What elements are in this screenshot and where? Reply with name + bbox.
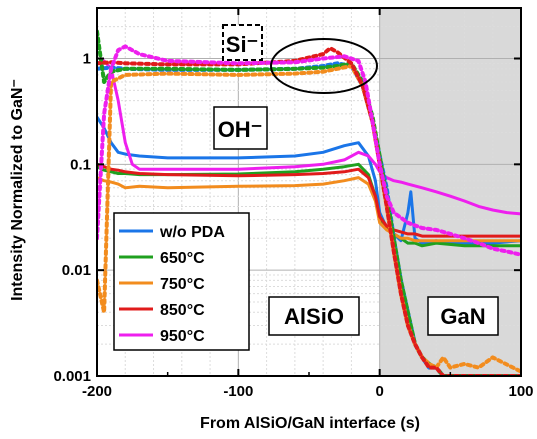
series-line-oh-850-c bbox=[97, 162, 521, 238]
alsio-label-box bbox=[268, 296, 360, 336]
legend-label-850c: 850°C bbox=[160, 302, 205, 319]
si-label: Si⁻ bbox=[226, 32, 258, 57]
y-axis-title: Intensity Normalized to GaN⁻ bbox=[9, 79, 26, 301]
legend: w/o PDA 650°C 750°C 850°C 950°C bbox=[113, 212, 250, 351]
y-tick-label: 0.001 bbox=[53, 368, 91, 385]
y-tick-label: 1 bbox=[83, 50, 91, 67]
series-group bbox=[97, 29, 521, 376]
axis-ticks: -200 -100 0 100 0.001 0.01 0.1 1 bbox=[53, 8, 534, 400]
x-tick-label: 0 bbox=[375, 383, 383, 400]
x-axis-title: From AlSiO/GaN interface (s) bbox=[200, 415, 420, 432]
gan-label-box bbox=[427, 296, 499, 336]
oh-label-box bbox=[213, 106, 268, 150]
legend-label-650c: 650°C bbox=[160, 250, 205, 267]
y-tick-label: 0.01 bbox=[62, 262, 91, 279]
series-line-oh-650-c bbox=[97, 162, 521, 248]
alsio-label: AlSiO bbox=[284, 304, 344, 329]
si-label-box bbox=[222, 24, 263, 61]
series-line-oh-750-c bbox=[97, 176, 521, 243]
x-tick-label: -200 bbox=[82, 383, 112, 400]
gan-label: GaN bbox=[440, 304, 485, 329]
legend-label-950c: 950°C bbox=[160, 328, 205, 345]
oh-label: OH⁻ bbox=[218, 117, 263, 142]
x-tick-label: -100 bbox=[223, 383, 253, 400]
legend-label-wo-pda: w/o PDA bbox=[159, 224, 225, 241]
x-tick-label: 100 bbox=[508, 383, 533, 400]
legend-label-750c: 750°C bbox=[160, 276, 205, 293]
y-tick-label: 0.1 bbox=[70, 156, 91, 173]
si-peak-ellipse bbox=[270, 38, 378, 94]
series-line-si-950-c bbox=[97, 44, 521, 257]
series-line-oh-950-c bbox=[97, 59, 521, 216]
